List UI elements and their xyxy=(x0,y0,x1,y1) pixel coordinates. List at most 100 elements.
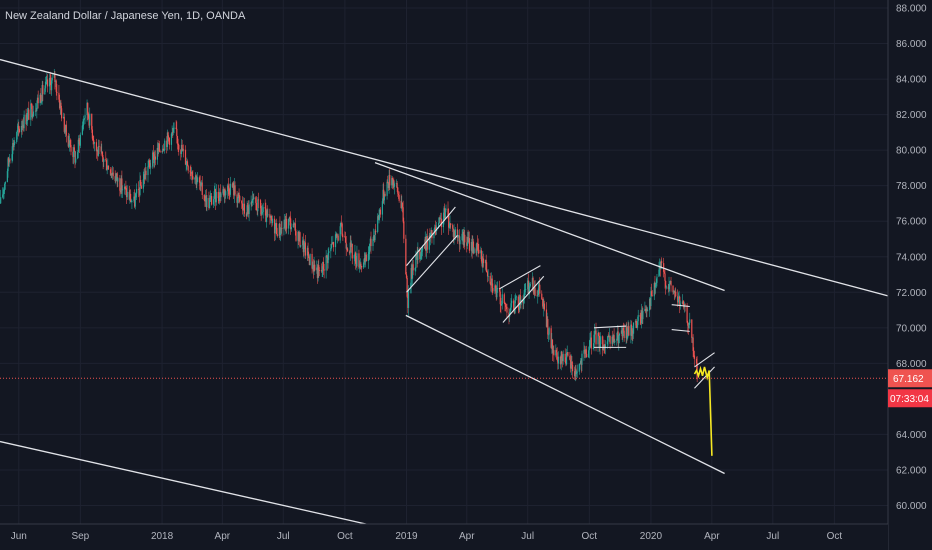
candle-body xyxy=(303,244,305,253)
trendline[interactable] xyxy=(374,161,725,292)
candle-body xyxy=(411,264,414,279)
candle-body xyxy=(363,262,365,268)
candle-body xyxy=(562,353,564,362)
candle-body xyxy=(667,286,669,290)
candle-body xyxy=(210,196,212,198)
candle-body xyxy=(42,85,44,95)
candle-body xyxy=(630,324,633,337)
time-axis-panel[interactable] xyxy=(0,524,888,550)
candle-body xyxy=(218,198,220,201)
candle-body xyxy=(180,149,182,155)
candle-body xyxy=(51,77,53,81)
candle-body xyxy=(575,371,578,375)
candle-body xyxy=(543,303,546,310)
candle-body xyxy=(152,152,154,167)
candle-body xyxy=(265,208,267,222)
candle-body xyxy=(217,191,219,199)
projection-path[interactable] xyxy=(693,365,713,456)
candle-body xyxy=(284,219,286,230)
drawing-tools[interactable] xyxy=(0,58,889,526)
candle-body xyxy=(608,335,611,337)
candle-body xyxy=(178,145,180,150)
price-axis-panel[interactable] xyxy=(888,0,932,550)
channel-line[interactable] xyxy=(499,265,541,290)
time-axis: Jun Sep 2018 Apr Jul Oct 2019 Apr Jul Oct 2020 Apr J… xyxy=(11,531,843,542)
candle-body xyxy=(640,316,642,324)
candle-body xyxy=(634,320,637,323)
price-axis: 88.000 86.000 84.000 82.000 80.000 78.000 76.0… xyxy=(896,4,927,513)
candle-body xyxy=(659,265,661,270)
candle-body xyxy=(307,247,309,256)
channel-line[interactable] xyxy=(671,329,690,332)
candle-body xyxy=(616,338,618,341)
candle-body xyxy=(539,284,541,294)
candle-body xyxy=(431,230,433,239)
candle-body xyxy=(622,327,624,337)
candle-body xyxy=(269,215,272,218)
candle-body xyxy=(420,251,422,258)
price-tick-label: 60.000 xyxy=(896,501,927,512)
candle-body xyxy=(49,77,51,82)
candle-body xyxy=(121,178,123,191)
channel-line[interactable] xyxy=(694,352,715,368)
candle-body xyxy=(486,272,489,277)
candle-body xyxy=(279,233,282,236)
candle-body xyxy=(439,217,441,219)
candle-body xyxy=(391,178,394,186)
channel-line[interactable] xyxy=(694,366,715,389)
channel-line[interactable] xyxy=(406,206,456,266)
trendline[interactable] xyxy=(405,314,725,475)
candle-body xyxy=(115,173,118,177)
candle-body xyxy=(482,258,485,264)
candle-body xyxy=(547,334,550,336)
candle-body xyxy=(360,263,362,266)
candle-body xyxy=(101,151,103,153)
candle-body xyxy=(410,268,412,288)
candle-body xyxy=(321,271,323,272)
trendline[interactable] xyxy=(0,440,371,526)
channel-line[interactable] xyxy=(593,325,627,329)
candle-body xyxy=(13,143,15,148)
time-tick-label: Oct xyxy=(582,531,598,542)
candle-body xyxy=(138,189,140,196)
channel-line[interactable] xyxy=(406,235,458,293)
candle-body xyxy=(470,241,473,251)
candle-body xyxy=(54,74,56,82)
candle-body xyxy=(377,216,379,220)
candle-body xyxy=(84,115,86,119)
candle-body xyxy=(144,170,146,179)
candle-body xyxy=(340,222,343,224)
channel-line[interactable] xyxy=(502,275,545,323)
candle-body xyxy=(256,210,258,212)
candle-body xyxy=(529,285,531,287)
candle-body xyxy=(646,310,649,312)
candle-body xyxy=(154,156,156,160)
candle-body xyxy=(36,103,38,111)
candle-body xyxy=(22,124,24,128)
candle-body xyxy=(9,159,11,161)
trendline[interactable] xyxy=(0,58,889,297)
channel-line[interactable] xyxy=(671,304,690,308)
candle-body xyxy=(330,247,332,252)
candle-body xyxy=(381,201,383,215)
candle-body xyxy=(398,195,400,201)
candle-body xyxy=(644,309,647,312)
candle-body xyxy=(464,234,466,243)
candle-body xyxy=(489,276,491,284)
price-tick-label: 76.000 xyxy=(896,217,927,228)
candle-body xyxy=(365,254,367,261)
candle-body xyxy=(458,235,461,245)
candle-body xyxy=(388,175,390,188)
candle-body xyxy=(660,261,662,269)
candle-body xyxy=(552,350,554,354)
candle-body xyxy=(589,340,591,348)
candle-body xyxy=(79,139,81,146)
candle-body xyxy=(173,127,175,129)
candle-body xyxy=(467,237,469,242)
candle-body xyxy=(162,148,165,151)
candle-body xyxy=(158,143,160,151)
candle-body xyxy=(88,117,90,126)
candle-body xyxy=(86,102,88,116)
candle-body xyxy=(157,147,159,151)
